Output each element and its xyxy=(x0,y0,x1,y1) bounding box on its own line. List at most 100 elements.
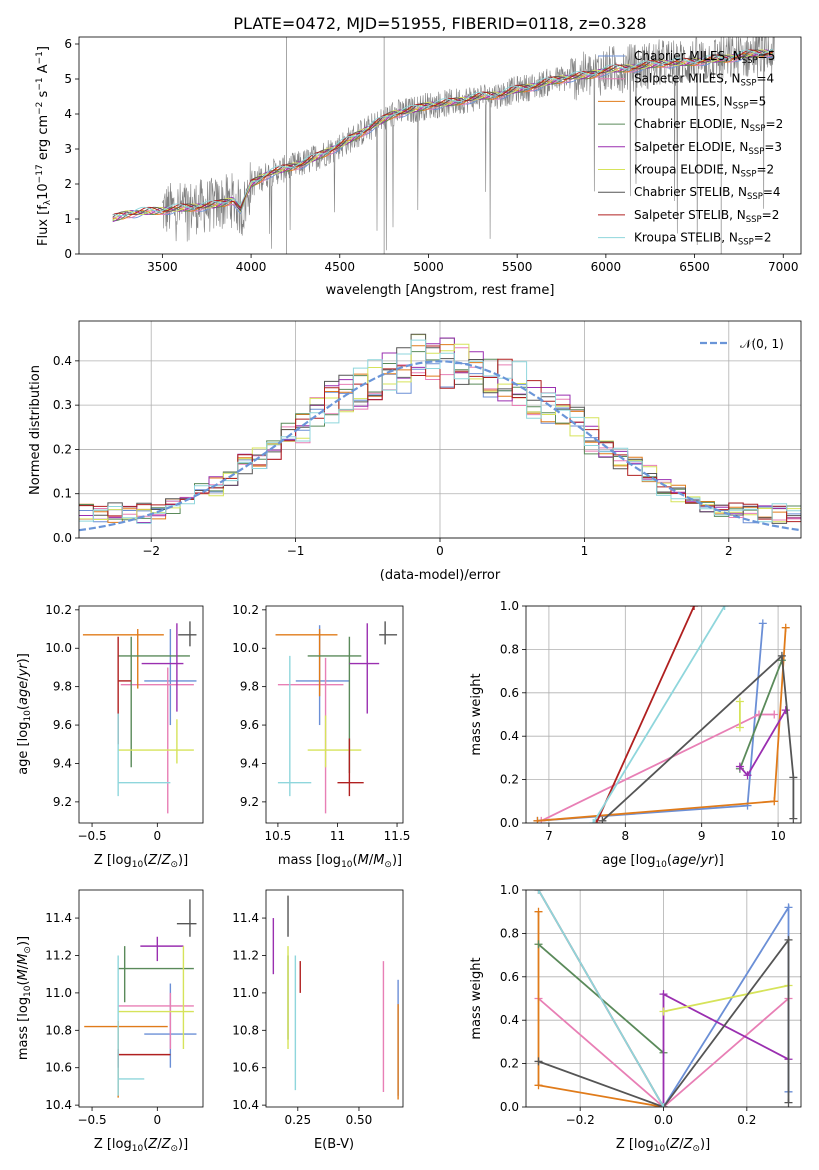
y-tick-label: 9.2 xyxy=(240,795,259,809)
mass-weight-line xyxy=(663,984,789,1013)
x-tick-label: −2 xyxy=(142,544,160,558)
axes-frame xyxy=(78,605,204,824)
mass-weight-marker xyxy=(659,1007,668,1016)
y-tick-label: 9.8 xyxy=(240,680,259,694)
y-tick-label: 9.4 xyxy=(53,756,72,770)
x-tick-label: 0.2 xyxy=(737,1113,756,1127)
y-tick-label: 10.6 xyxy=(232,1061,259,1075)
mass-weight-marker xyxy=(720,606,729,610)
x-tick-label: 7 xyxy=(545,829,553,843)
axes-frame xyxy=(525,605,802,824)
legend-subscript: SSP xyxy=(748,147,764,157)
x-tick-label: 10 xyxy=(770,829,785,843)
y-tick-label: 11.2 xyxy=(45,948,72,962)
y-tick-label: 0.3 xyxy=(53,398,72,412)
y-axis-label: Normed distribution xyxy=(28,365,43,495)
x-tick-label: 11 xyxy=(330,829,345,843)
mass-weight-line xyxy=(595,606,695,823)
x-axis-label: Z [log10(Z/Z⊙)] xyxy=(94,853,188,870)
legend-subscript: SSP xyxy=(750,124,766,134)
mass-weight-marker xyxy=(659,990,668,999)
y-tick-label: 0.1 xyxy=(53,487,72,501)
mass-weight-marker xyxy=(534,940,543,949)
mass-weight-line xyxy=(739,659,783,770)
legend-subscript: SSP xyxy=(733,101,749,111)
panel-mass-weight-vs-age: 7 8 9 10 0.0 0.2 0.4 0.6 0.8 1.0 age [log10(age/yr… xyxy=(469,599,802,870)
y-tick-label: 5 xyxy=(64,72,72,86)
legend-label: Salpeter STELIB, NSSP=2 xyxy=(634,208,779,225)
mass-weight-marker xyxy=(534,1081,543,1090)
y-tick-label: 0.2 xyxy=(500,773,519,787)
plot-area xyxy=(112,37,775,254)
mass-weight-marker xyxy=(784,1098,793,1107)
y-tick-label: 10.0 xyxy=(45,641,72,655)
x-tick-label: 9 xyxy=(698,829,706,843)
x-tick-label: 5000 xyxy=(413,260,444,274)
legend-value: =2 xyxy=(756,163,774,177)
y-axis-label: mass weight xyxy=(469,957,484,1039)
mass-weight-marker xyxy=(735,723,744,732)
legend-value: =2 xyxy=(766,117,784,131)
panel-age-vs-mass: 10.5 11 11.5 9.2 9.4 9.6 9.8 10.0 10.2 mass [log1… xyxy=(232,603,410,870)
x-tick-label: −0.5 xyxy=(77,1113,106,1127)
y-tick-label: 9.2 xyxy=(53,795,72,809)
axes-frame xyxy=(78,320,802,539)
mass-weight-marker xyxy=(789,773,798,782)
y-axis-label: mass weight xyxy=(469,673,484,755)
legend-value: =3 xyxy=(764,140,782,154)
x-tick-label: 0.0 xyxy=(654,1113,673,1127)
mass-weight-marker xyxy=(758,619,767,628)
x-tick-label: 2 xyxy=(725,544,733,558)
y-tick-label: 0.0 xyxy=(53,531,72,545)
legend-label: Salpeter MILES, NSSP=4 xyxy=(634,72,774,89)
plot-area xyxy=(79,333,801,532)
x-tick-label: 11.5 xyxy=(384,829,411,843)
legend-label: 𝒩(0, 1) xyxy=(740,337,784,351)
y-tick-label: 9.6 xyxy=(240,718,259,732)
y-tick-label: 11.0 xyxy=(232,986,259,1000)
plot-area xyxy=(275,621,398,814)
mass-weight-marker xyxy=(743,771,752,780)
y-tick-label: 3 xyxy=(64,142,72,156)
observed-spectrum-line xyxy=(162,37,775,251)
y-tick-label: 10.8 xyxy=(45,1023,72,1037)
y-tick-label: 10.2 xyxy=(45,603,72,617)
y-tick-label: 1.0 xyxy=(500,883,519,897)
model-spectrum-line xyxy=(112,48,773,216)
legend-label: Chabrier STELIB, NSSP=4 xyxy=(634,185,781,202)
x-tick-label: 0 xyxy=(153,1113,161,1127)
y-tick-label: 0.4 xyxy=(53,354,72,368)
mass-weight-line xyxy=(537,623,764,822)
y-tick-label: 4 xyxy=(64,107,72,121)
legend-label: Salpeter ELODIE, NSSP=3 xyxy=(634,140,782,157)
x-tick-label: 0 xyxy=(153,829,161,843)
mass-weight-marker xyxy=(770,710,779,719)
panel-residuals: −2 −1 0 1 2 0.0 0.1 0.2 0.3 0.4 𝒩(0, 1) (data-model… xyxy=(28,320,802,583)
x-tick-label: 3500 xyxy=(147,260,178,274)
legend-value: =4 xyxy=(763,185,781,199)
x-tick-label: 5500 xyxy=(502,260,533,274)
y-tick-label: 11.0 xyxy=(45,986,72,1000)
mass-weight-line xyxy=(537,890,665,1107)
y-tick-label: 10.4 xyxy=(45,1098,72,1112)
x-tick-label: 4500 xyxy=(324,260,355,274)
x-tick-label: 8 xyxy=(621,829,629,843)
x-tick-label: 7000 xyxy=(768,260,799,274)
x-tick-label: 4000 xyxy=(236,260,267,274)
legend-value: =5 xyxy=(749,94,767,108)
mass-weight-line xyxy=(592,606,726,823)
mass-weight-marker xyxy=(534,1057,543,1066)
x-axis-label: mass [log10(M/M⊙)] xyxy=(278,853,402,870)
x-tick-label: 0.25 xyxy=(284,1113,311,1127)
mass-weight-marker xyxy=(598,816,607,823)
x-axis-label: E(B-V) xyxy=(314,1137,354,1152)
x-tick-label: 1 xyxy=(581,544,589,558)
y-tick-label: 1.0 xyxy=(500,599,519,613)
legend-value: =2 xyxy=(754,231,772,245)
mass-weight-marker xyxy=(659,1103,668,1107)
y-tick-label: 0.0 xyxy=(500,1100,519,1114)
panel-mass-weight-vs-Z: −0.2 0.0 0.2 0.0 0.2 0.4 0.6 0.8 1.0 Z [log10(Z/Z… xyxy=(469,883,802,1154)
x-axis-label: Z [log10(Z/Z⊙)] xyxy=(94,1137,188,1154)
legend-subscript: SSP xyxy=(741,79,757,89)
y-tick-label: 10.6 xyxy=(45,1061,72,1075)
